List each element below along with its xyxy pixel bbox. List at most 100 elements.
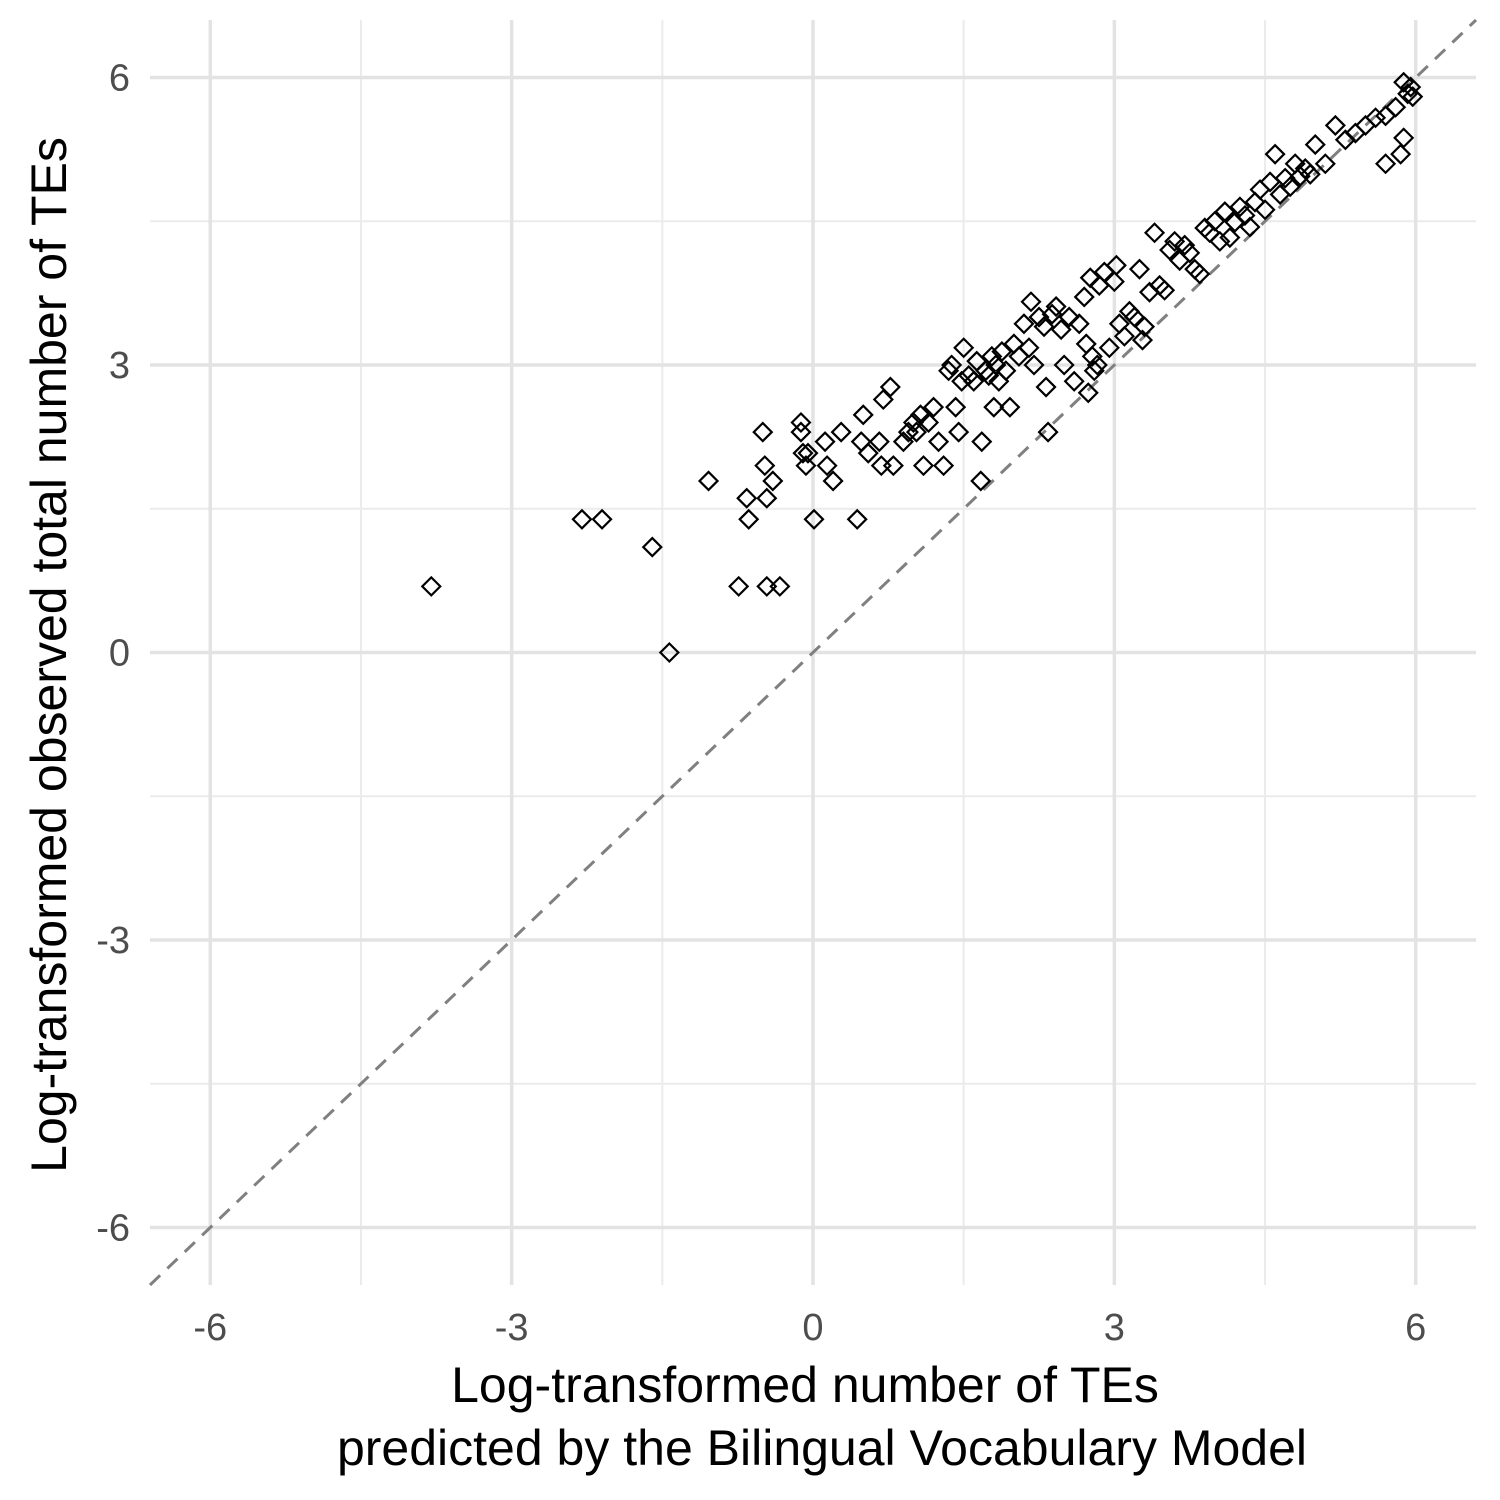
data-point — [1204, 210, 1226, 232]
data-point — [953, 337, 975, 359]
data-point — [792, 442, 814, 464]
data-point — [803, 508, 825, 530]
data-point — [872, 388, 894, 411]
data-point — [1020, 291, 1042, 313]
x-tick-label: 0 — [802, 1307, 823, 1349]
data-point — [902, 411, 925, 434]
data-point — [822, 470, 844, 492]
data-point — [1063, 370, 1085, 392]
data-point — [850, 431, 872, 453]
data-point — [1123, 306, 1146, 328]
data-point — [857, 442, 879, 464]
data-point — [917, 411, 940, 434]
data-point — [790, 411, 812, 434]
data-point — [1324, 114, 1346, 136]
data-point — [1098, 337, 1120, 359]
data-point — [591, 508, 613, 530]
data-point — [762, 470, 784, 492]
data-point — [641, 536, 663, 558]
x-axis-title-line-2: predicted by the Bilingual Vocabulary Mo… — [337, 1420, 1307, 1476]
data-point — [975, 360, 997, 382]
data-point — [1397, 83, 1419, 105]
identity-reference-line — [148, 18, 1478, 1287]
data-point — [830, 421, 852, 443]
data-point — [1075, 333, 1097, 355]
data-point — [738, 508, 760, 530]
data-point — [790, 421, 812, 443]
y-tick-label: 3 — [109, 345, 130, 387]
data-point — [1189, 263, 1211, 285]
data-point — [846, 508, 868, 530]
data-point — [1375, 153, 1397, 175]
data-point — [1133, 316, 1156, 338]
data-point — [1390, 143, 1412, 165]
data-point — [1073, 286, 1095, 308]
data-point — [981, 345, 1003, 367]
data-point — [1050, 318, 1072, 341]
data-point — [1400, 76, 1422, 98]
y-axis-tick-labels: -6 -3 0 3 6 — [96, 58, 130, 1250]
data-point — [1103, 271, 1125, 293]
data-point — [928, 431, 950, 453]
data-point — [1131, 329, 1154, 351]
x-tick-label: 6 — [1405, 1307, 1426, 1349]
data-point — [995, 360, 1017, 382]
data-point — [868, 431, 890, 453]
data-point — [1179, 242, 1201, 264]
data-point — [658, 641, 680, 664]
data-point — [1402, 86, 1424, 108]
grid — [150, 20, 1476, 1285]
x-axis-title-line-1: Log-transformed number of TEs — [451, 1357, 1159, 1413]
data-points — [420, 71, 1424, 664]
data-point — [1393, 127, 1415, 149]
data-point — [752, 421, 774, 443]
data-point — [999, 396, 1021, 418]
data-point — [938, 360, 960, 382]
data-point — [1077, 382, 1099, 404]
data-point — [1058, 306, 1080, 328]
data-point — [756, 575, 778, 597]
data-point — [1113, 325, 1135, 347]
data-point — [1008, 345, 1030, 367]
data-point — [945, 396, 967, 418]
data-point — [1164, 230, 1186, 252]
data-point — [1364, 107, 1387, 129]
data-point — [1083, 360, 1105, 382]
data-point — [1214, 201, 1236, 223]
data-point — [948, 421, 970, 443]
data-point — [963, 370, 985, 392]
data-point — [769, 575, 791, 597]
data-point — [1035, 376, 1057, 398]
data-point — [1037, 421, 1059, 443]
data-point — [1159, 239, 1181, 261]
y-tick-label: -3 — [96, 920, 130, 962]
data-point — [795, 455, 817, 477]
data-point — [933, 455, 955, 477]
data-point — [1003, 333, 1025, 355]
x-tick-label: -3 — [495, 1307, 529, 1349]
data-point — [1041, 303, 1063, 325]
data-point — [970, 470, 992, 492]
data-point — [797, 442, 819, 464]
data-point — [1279, 176, 1301, 198]
data-point — [1033, 316, 1055, 338]
x-tick-label: -6 — [193, 1307, 227, 1349]
data-point — [420, 575, 442, 597]
data-point — [1068, 313, 1090, 335]
data-point — [1249, 179, 1271, 201]
data-point — [1105, 254, 1127, 276]
data-point — [1289, 165, 1311, 187]
data-point — [1254, 199, 1276, 221]
data-point — [1264, 143, 1286, 165]
data-point — [1304, 134, 1326, 156]
data-point — [1023, 354, 1045, 376]
data-point — [571, 508, 593, 530]
data-point — [852, 404, 874, 426]
data-point — [814, 431, 836, 453]
data-point — [870, 455, 892, 477]
data-point — [922, 396, 945, 418]
data-point — [1314, 153, 1336, 175]
data-point — [882, 455, 904, 477]
data-point — [1018, 337, 1040, 359]
